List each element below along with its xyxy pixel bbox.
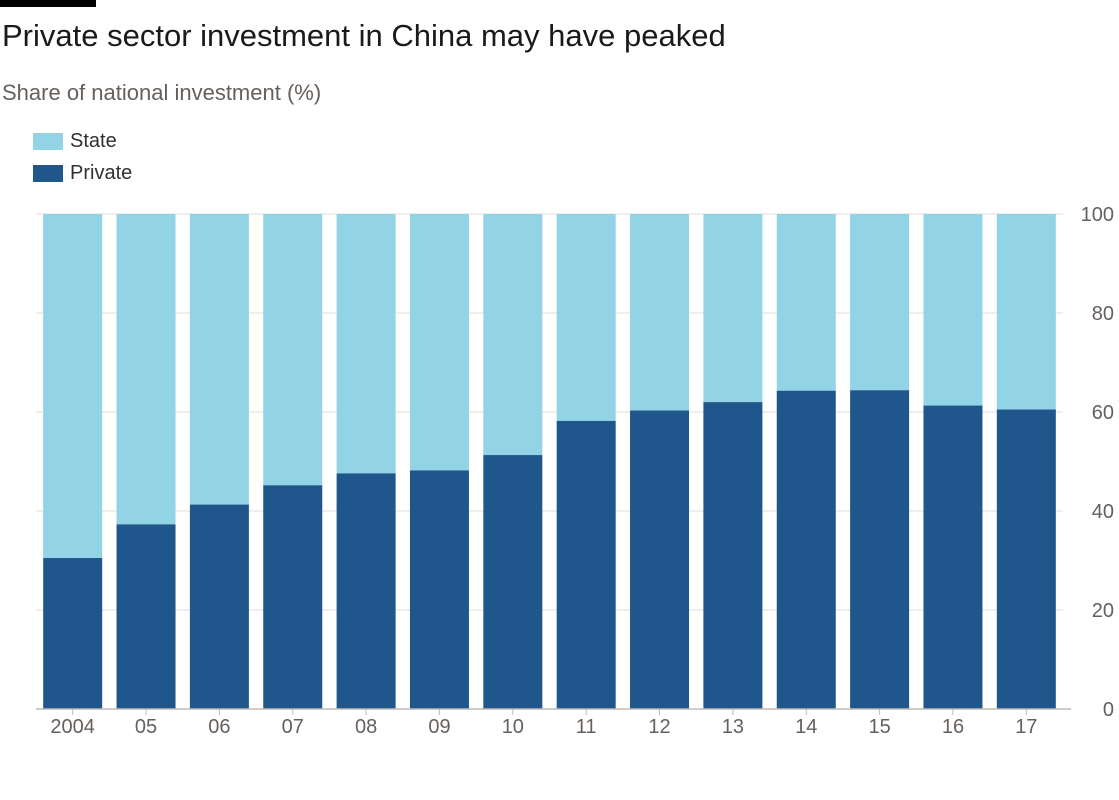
x-tick-label-08: 08 <box>355 716 377 738</box>
chart-subtitle: Share of national investment (%) <box>2 80 322 105</box>
x-tick-label-11: 11 <box>576 716 597 738</box>
bar-state-14 <box>776 214 836 391</box>
bar-private-12 <box>630 410 690 709</box>
bar-private-10 <box>483 455 543 709</box>
bar-private-09 <box>409 470 469 709</box>
x-tick-label-14: 14 <box>795 716 817 738</box>
bar-private-14 <box>776 390 836 709</box>
legend-swatch-private <box>33 164 63 182</box>
x-tick-label-12: 12 <box>648 716 670 738</box>
x-tick-label-13: 13 <box>722 716 744 738</box>
x-tick-label-16: 16 <box>942 716 964 738</box>
bar-state-11 <box>556 214 616 421</box>
bar-state-16 <box>923 214 983 406</box>
y-tick-label-60: 60 <box>1092 402 1114 424</box>
legend-label-private: Private <box>70 161 133 184</box>
bar-state-07 <box>263 214 323 486</box>
bar-state-13 <box>703 214 763 403</box>
bar-private-06 <box>189 504 249 709</box>
bar-state-09 <box>409 214 469 471</box>
bar-private-17 <box>996 409 1056 709</box>
x-tick-label-05: 05 <box>135 716 157 738</box>
x-tick-label-2004: 2004 <box>50 716 95 738</box>
bar-state-17 <box>996 214 1056 410</box>
legend-label-state: State <box>70 129 117 152</box>
x-tick-label-06: 06 <box>208 716 230 738</box>
y-tick-label-80: 80 <box>1092 303 1114 325</box>
x-tick-label-09: 09 <box>428 716 450 738</box>
bar-state-08 <box>336 214 396 474</box>
bar-private-13 <box>703 402 763 709</box>
bar-state-10 <box>483 214 543 456</box>
bar-state-06 <box>189 214 249 505</box>
chart-title: Private sector investment in China may h… <box>2 18 726 53</box>
y-tick-label-100: 100 <box>1081 204 1114 226</box>
y-tick-label-40: 40 <box>1092 501 1114 523</box>
legend-item-state: State <box>33 125 132 157</box>
x-tick-label-15: 15 <box>868 716 890 738</box>
bar-private-2004 <box>43 558 103 709</box>
legend-swatch-state <box>33 132 63 150</box>
bar-private-07 <box>263 485 323 709</box>
x-tick-label-17: 17 <box>1015 716 1037 738</box>
y-tick-label-20: 20 <box>1092 600 1114 622</box>
y-tick-label-0: 0 <box>1103 699 1114 721</box>
bar-state-12 <box>630 214 690 411</box>
bar-private-05 <box>116 524 176 709</box>
bar-private-08 <box>336 473 396 709</box>
x-tick-label-07: 07 <box>282 716 304 738</box>
legend-item-private: Private <box>33 157 132 189</box>
legend: State Private <box>33 125 132 189</box>
bar-state-05 <box>116 214 176 525</box>
bar-state-2004 <box>43 214 103 559</box>
header-rule <box>0 0 96 7</box>
bar-private-11 <box>556 420 616 709</box>
x-tick-label-10: 10 <box>502 716 524 738</box>
bar-private-16 <box>923 405 983 709</box>
bar-private-15 <box>850 390 910 709</box>
bar-state-15 <box>850 214 910 391</box>
